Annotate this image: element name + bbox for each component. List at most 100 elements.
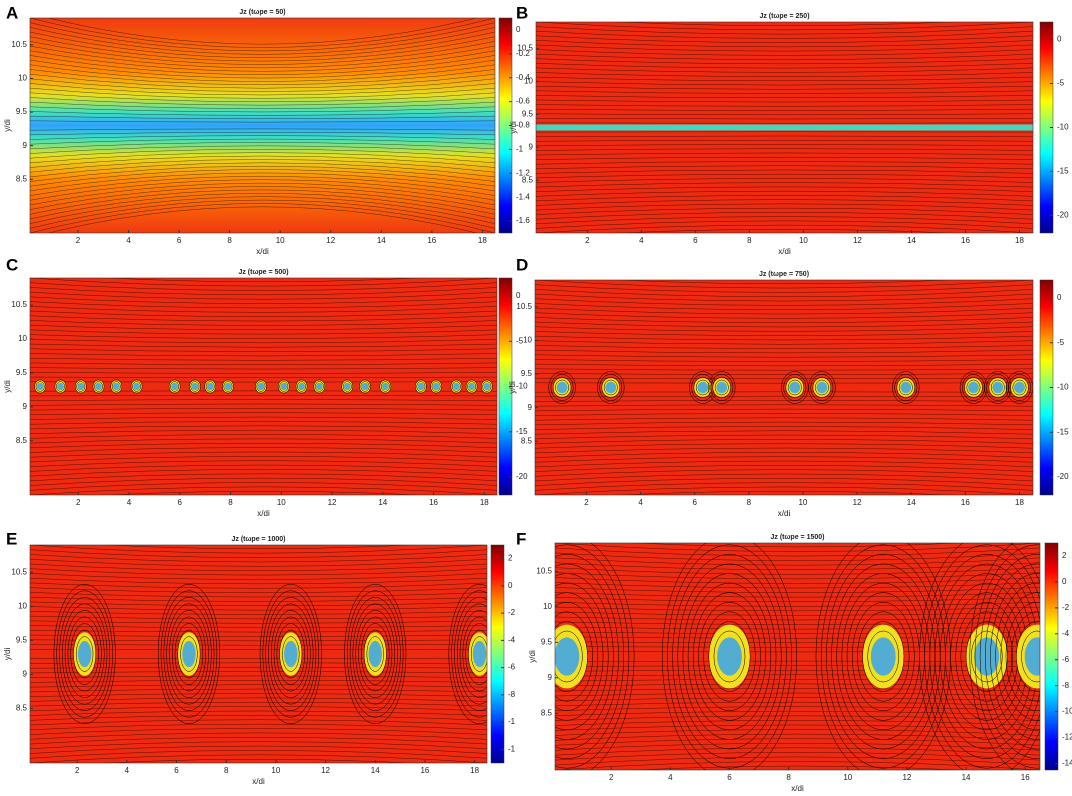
island-core [344,383,351,390]
panel-title: Jz (tωpe = 1500) [771,534,825,541]
y-axis-label: y/di [3,648,12,661]
colorbar-tick-label: -1.6 [516,216,530,225]
colorbar [491,545,504,763]
colorbar-tick-label: -15 [516,427,528,436]
x-tick-label: 14 [962,773,971,782]
x-tick-label: 12 [328,498,337,507]
island-core [382,383,389,390]
x-tick-label: 16 [429,498,438,507]
x-tick-label: 14 [371,766,380,775]
x-tick-label: 10 [843,773,852,782]
y-axis-label: y/di [3,119,12,132]
island-core [225,383,232,390]
colorbar-tick-label: -15 [1057,427,1069,436]
island-core [717,637,742,675]
x-tick-label: 10 [798,498,807,507]
x-tick-label: 4 [125,766,130,775]
x-tick-label: 4 [639,236,644,245]
colorbar-tick-label: -2 [1062,603,1070,612]
colorbar-tick-label: 0 [508,581,513,590]
y-tick-label: 8.5 [16,174,28,183]
x-tick-label: 6 [177,236,182,245]
island-core [968,382,979,393]
colorbar-tick-label: -6 [1062,655,1070,664]
island-core [369,641,382,667]
x-tick-label: 2 [76,236,81,245]
y-tick-label: 10.5 [517,43,533,52]
field [30,540,510,767]
colorbar-tick-label: 0 [1057,293,1062,302]
colorbar-tick-label: -1.4 [516,192,530,201]
x-tick-label: 2 [75,766,80,775]
colorbar-tick-label: 0 [1057,35,1062,44]
island-core [258,383,265,390]
x-tick-label: 4 [638,498,643,507]
island-core [605,382,616,393]
y-tick-label: 9.5 [522,109,534,118]
x-tick-label: 6 [174,766,179,775]
x-tick-label: 10 [277,498,286,507]
x-tick-label: 12 [853,236,862,245]
x-tick-label: 16 [420,766,429,775]
x-tick-label: 16 [1021,773,1030,782]
x-tick-label: 4 [127,498,132,507]
x-tick-label: 18 [480,498,489,507]
y-tick-label: 10.5 [516,302,532,311]
field-background [30,18,495,233]
x-tick-label: 6 [692,498,697,507]
y-tick-label: 10.5 [536,566,552,575]
island-core [473,641,486,667]
y-tick-label: 9 [529,142,534,151]
colorbar-tick-label: 2 [508,554,513,563]
x-tick-label: 12 [321,766,330,775]
y-tick-label: 9 [23,670,28,679]
panel-letter: D [516,255,528,274]
x-axis-label: x/di [778,509,791,518]
x-tick-label: 14 [377,236,386,245]
panel-title: Jz (tωpe = 250) [759,13,809,20]
x-tick-label: 14 [907,498,916,507]
x-tick-label: 10 [276,236,285,245]
x-tick-label: 8 [228,498,233,507]
field [536,17,1033,237]
y-tick-label: 10 [18,74,27,83]
island-core [789,382,800,393]
panel-letter: A [6,3,18,22]
y-tick-label: 9.5 [521,369,533,378]
x-tick-label: 6 [178,498,183,507]
island-core [716,382,727,393]
y-tick-label: 8.5 [541,708,553,717]
island-core [817,382,828,393]
y-tick-label: 10 [18,334,27,343]
colorbar-tick-label: -15 [1057,167,1069,176]
island-core [1014,382,1025,393]
y-tick-label: 9 [23,402,28,411]
colorbar-tick-label: -6 [508,663,516,672]
island-core [37,383,44,390]
field [500,535,1072,778]
x-tick-label: 18 [1015,498,1024,507]
colorbar-tick-label: -14 [1062,759,1072,768]
colorbar-tick-label: -20 [1057,211,1069,220]
island-core [557,382,568,393]
y-tick-label: 10 [523,336,532,345]
island-core [362,383,369,390]
x-tick-label: 8 [786,773,791,782]
field [30,13,495,237]
colorbar-tick-label: -5 [1057,79,1065,88]
colorbar-tick-label: -4 [508,635,516,644]
colorbar-tick-label: -10 [1057,123,1069,132]
island-core [182,641,195,667]
panel-title: Jz (tωpe = 750) [759,271,809,278]
y-axis-label: y/di [528,650,537,663]
x-tick-label: 6 [693,236,698,245]
panel-letter: F [516,529,526,548]
island-core [468,383,475,390]
island-core [433,383,440,390]
panel-letter: C [6,255,18,274]
colorbar-tick-label: -20 [516,472,528,481]
island-core [133,383,140,390]
